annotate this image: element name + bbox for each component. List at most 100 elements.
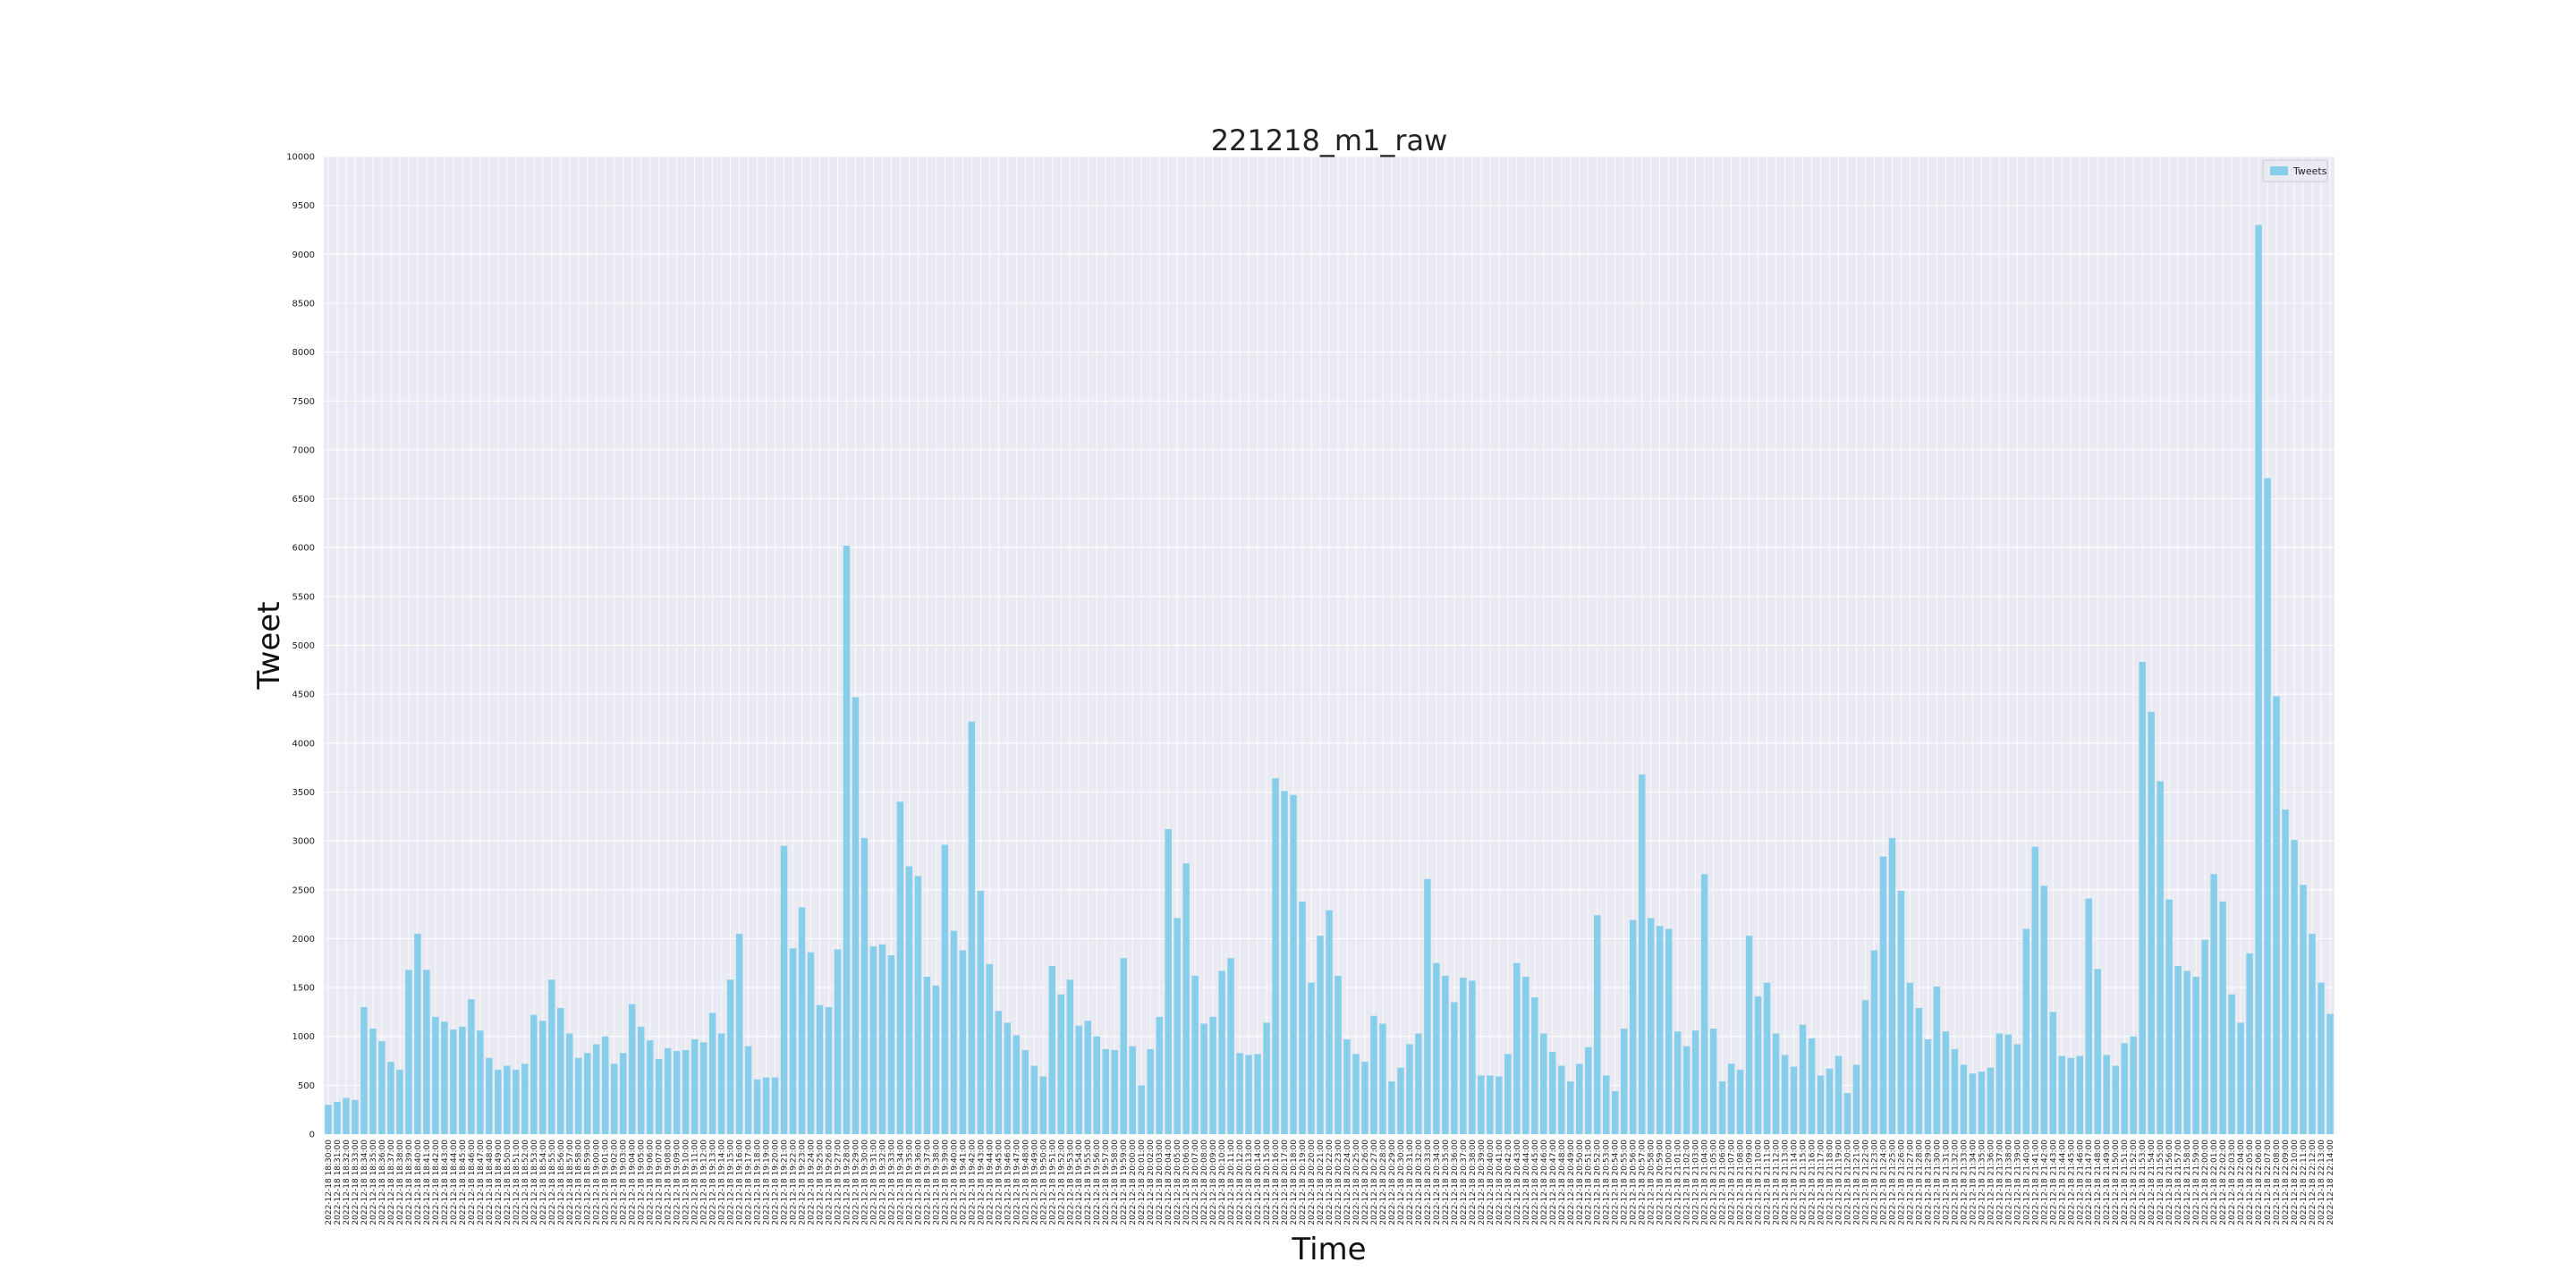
x-tick-label: 2022-12-18 21:16:00 bbox=[1809, 1140, 1818, 1225]
bar bbox=[1843, 1093, 1852, 1134]
bar bbox=[896, 801, 904, 1134]
bar bbox=[1709, 1028, 1717, 1134]
bar bbox=[646, 1040, 654, 1134]
x-axis-title: Time bbox=[1291, 1232, 1366, 1267]
x-tick-label: 2022-12-18 22:05:00 bbox=[2246, 1140, 2255, 1225]
x-tick-label: 2022-12-18 22:01:00 bbox=[2210, 1140, 2219, 1225]
bar bbox=[432, 1016, 439, 1134]
bar bbox=[1718, 1080, 1726, 1134]
bar bbox=[1397, 1067, 1404, 1134]
bar bbox=[932, 985, 940, 1134]
x-tick-label: 2022-12-18 19:55:00 bbox=[1084, 1140, 1093, 1225]
bar bbox=[1817, 1075, 1825, 1134]
bar bbox=[2318, 982, 2325, 1134]
x-tick-label: 2022-12-18 21:13:00 bbox=[1782, 1140, 1791, 1225]
x-tick-label: 2022-12-18 21:11:00 bbox=[1764, 1140, 1773, 1225]
x-tick-label: 2022-12-18 21:36:00 bbox=[1987, 1140, 1996, 1225]
bar bbox=[1102, 1048, 1109, 1134]
x-tick-label: 2022-12-18 21:09:00 bbox=[1746, 1140, 1755, 1225]
bar bbox=[343, 1097, 350, 1134]
x-tick-label: 2022-12-18 20:46:00 bbox=[1540, 1140, 1549, 1225]
bar bbox=[1415, 1033, 1422, 1134]
bar bbox=[2219, 901, 2226, 1134]
bar bbox=[2174, 966, 2182, 1134]
x-tick-label: 2022-12-18 19:42:00 bbox=[968, 1140, 977, 1225]
bar bbox=[968, 721, 976, 1134]
x-tick-label: 2022-12-18 20:55:00 bbox=[1621, 1140, 1630, 1225]
y-tick-label: 6000 bbox=[292, 544, 315, 554]
bar bbox=[1924, 1038, 1932, 1134]
x-tick-label: 2022-12-18 19:39:00 bbox=[941, 1140, 950, 1225]
bar bbox=[1147, 1048, 1154, 1134]
y-tick-label: 9500 bbox=[292, 201, 315, 211]
x-tick-label: 2022-12-18 18:33:00 bbox=[352, 1140, 360, 1225]
x-tick-label: 2022-12-18 21:43:00 bbox=[2049, 1140, 2058, 1225]
bar bbox=[1691, 1030, 1699, 1134]
x-tick-label: 2022-12-18 18:53:00 bbox=[530, 1140, 539, 1225]
bar bbox=[1969, 1073, 1977, 1134]
x-tick-label: 2022-12-18 20:21:00 bbox=[1317, 1140, 1326, 1225]
bar bbox=[1638, 774, 1646, 1134]
bar bbox=[977, 890, 985, 1134]
x-tick-label: 2022-12-18 19:29:00 bbox=[852, 1140, 860, 1225]
x-axis: 2022-12-18 18:30:00 2022-12-18 18:31:00 20… bbox=[325, 1140, 2335, 1225]
bar bbox=[664, 1047, 672, 1134]
x-tick-label: 2022-12-18 19:41:00 bbox=[959, 1140, 968, 1225]
x-tick-label: 2022-12-18 19:32:00 bbox=[878, 1140, 887, 1225]
x-tick-label: 2022-12-18 19:48:00 bbox=[1021, 1140, 1030, 1225]
x-tick-label: 2022-12-18 21:29:00 bbox=[1924, 1140, 1933, 1225]
x-tick-label: 2022-12-18 20:17:00 bbox=[1281, 1140, 1290, 1225]
bar bbox=[959, 950, 967, 1134]
y-tick-label: 9000 bbox=[292, 250, 315, 260]
x-tick-label: 2022-12-18 21:31:00 bbox=[1942, 1140, 1951, 1225]
bar bbox=[2237, 1022, 2244, 1134]
bar bbox=[2183, 970, 2190, 1134]
y-tick-label: 3000 bbox=[292, 837, 315, 847]
y-tick-label: 4500 bbox=[292, 691, 315, 700]
x-tick-label: 2022-12-18 22:02:00 bbox=[2219, 1140, 2228, 1225]
bar bbox=[1254, 1054, 1261, 1134]
x-tick-label: 2022-12-18 19:31:00 bbox=[869, 1140, 878, 1225]
x-tick-label: 2022-12-18 22:06:00 bbox=[2255, 1140, 2264, 1225]
x-tick-label: 2022-12-18 19:07:00 bbox=[656, 1140, 665, 1225]
bar bbox=[1647, 918, 1655, 1134]
x-tick-label: 2022-12-18 19:50:00 bbox=[1039, 1140, 1048, 1225]
bar bbox=[2031, 846, 2039, 1134]
x-tick-label: 2022-12-18 19:38:00 bbox=[932, 1140, 941, 1225]
x-tick-label: 2022-12-18 20:01:00 bbox=[1138, 1140, 1147, 1225]
bar bbox=[1665, 928, 1673, 1134]
x-tick-label: 2022-12-18 19:20:00 bbox=[772, 1140, 781, 1225]
bar bbox=[1478, 1075, 1485, 1134]
bar bbox=[396, 1069, 403, 1134]
y-tick-label: 1000 bbox=[292, 1032, 315, 1042]
bar bbox=[1897, 890, 1905, 1134]
x-tick-label: 2022-12-18 20:10:00 bbox=[1218, 1140, 1227, 1225]
bar bbox=[1870, 950, 1878, 1134]
x-tick-label: 2022-12-18 18:54:00 bbox=[539, 1140, 548, 1225]
x-tick-label: 2022-12-18 18:57:00 bbox=[566, 1140, 575, 1225]
bar bbox=[1487, 1075, 1494, 1134]
x-tick-label: 2022-12-18 18:35:00 bbox=[369, 1140, 378, 1225]
x-tick-label: 2022-12-18 21:32:00 bbox=[1951, 1140, 1960, 1225]
bar bbox=[1039, 1076, 1047, 1134]
bar bbox=[2040, 886, 2048, 1134]
x-tick-label: 2022-12-18 21:47:00 bbox=[2085, 1140, 2094, 1225]
x-tick-label: 2022-12-18 21:54:00 bbox=[2148, 1140, 2157, 1225]
y-tick-label: 7500 bbox=[292, 397, 315, 407]
bar bbox=[1808, 1038, 1816, 1134]
x-tick-label: 2022-12-18 20:30:00 bbox=[1397, 1140, 1406, 1225]
bar bbox=[1496, 1076, 1503, 1134]
y-tick-label: 8000 bbox=[292, 348, 315, 358]
bar bbox=[1335, 975, 1342, 1134]
x-tick-label: 2022-12-18 21:33:00 bbox=[1960, 1140, 1969, 1225]
bar bbox=[1308, 982, 1315, 1134]
x-tick-label: 2022-12-18 19:00:00 bbox=[593, 1140, 602, 1225]
x-tick-label: 2022-12-18 22:13:00 bbox=[2318, 1140, 2326, 1225]
x-tick-label: 2022-12-18 22:08:00 bbox=[2273, 1140, 2282, 1225]
x-tick-label: 2022-12-18 20:26:00 bbox=[1361, 1140, 1370, 1225]
x-tick-label: 2022-12-18 21:51:00 bbox=[2121, 1140, 2130, 1225]
x-tick-label: 2022-12-18 20:39:00 bbox=[1478, 1140, 1487, 1225]
x-tick-label: 2022-12-18 19:37:00 bbox=[923, 1140, 932, 1225]
bar bbox=[941, 844, 949, 1134]
x-tick-label: 2022-12-18 18:46:00 bbox=[468, 1140, 477, 1225]
